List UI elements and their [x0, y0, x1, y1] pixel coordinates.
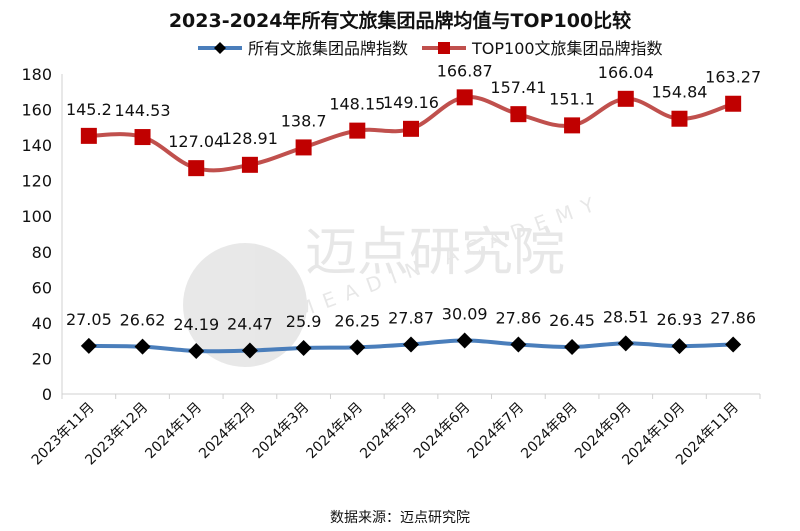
source-note: 数据来源：迈点研究院 [330, 510, 470, 526]
data-label: 128.91 [222, 129, 278, 148]
data-point [510, 336, 527, 353]
data-point [349, 339, 366, 356]
y-tick-label: 120 [21, 172, 52, 191]
data-point [134, 338, 151, 355]
data-label: 166.04 [598, 63, 654, 82]
y-tick-label: 100 [21, 207, 52, 226]
data-point [188, 342, 205, 359]
data-point [671, 110, 688, 127]
data-label: 163.27 [705, 68, 761, 87]
legend-item-1: TOP100文旅集团品牌指数 [422, 39, 663, 58]
y-tick-label: 40 [32, 314, 52, 333]
data-label: 24.19 [173, 315, 219, 334]
data-label: 26.62 [120, 311, 166, 330]
data-point [456, 332, 473, 349]
data-label: 27.86 [710, 308, 756, 327]
data-point [403, 336, 419, 353]
x-tick-label: 2024年3月 [250, 400, 313, 463]
data-point [295, 139, 312, 156]
x-tick-label: 2024年1月 [142, 400, 205, 463]
y-tick-label: 20 [32, 349, 52, 368]
data-point [456, 89, 473, 106]
x-tick-label: 2024年5月 [357, 400, 420, 463]
data-label: 24.47 [227, 314, 273, 333]
x-tick-label: 2024年7月 [465, 400, 528, 463]
legend-marker [214, 42, 226, 54]
watermark-text: 迈点研究院 [305, 223, 565, 283]
data-point [80, 127, 97, 144]
data-label: 157.41 [490, 78, 546, 97]
y-tick-label: 60 [32, 278, 52, 297]
legend-marker [438, 42, 450, 54]
data-label: 30.09 [442, 305, 488, 324]
y-tick-label: 160 [21, 101, 52, 120]
data-point [725, 95, 742, 112]
data-label: 27.87 [388, 308, 434, 327]
y-tick-label: 140 [21, 136, 52, 155]
data-label: 166.87 [437, 61, 493, 80]
data-label: 154.84 [651, 83, 707, 102]
legend-item-0: 所有文旅集团品牌指数 [198, 39, 408, 58]
data-label: 138.7 [281, 111, 327, 130]
data-point [510, 106, 527, 123]
data-point [241, 156, 258, 173]
series-0: 27.05 26.62 24.19 24.47 25.9 26.25 27.87 30.09 2… [66, 305, 756, 359]
data-label: 28.51 [603, 307, 649, 326]
data-label: 27.86 [495, 308, 541, 327]
x-tick-label: 2024年2月 [196, 400, 259, 463]
data-label: 26.25 [334, 311, 380, 330]
data-point [80, 337, 97, 354]
data-point [617, 335, 634, 352]
x-axis: 2023年11月2023年12月2024年1月2024年2月2024年3月202… [29, 393, 761, 468]
legend: 所有文旅集团品牌指数 TOP100文旅集团品牌指数 [198, 39, 663, 58]
data-point [188, 160, 205, 177]
y-tick-label: 180 [21, 65, 52, 84]
y-tick-label: 80 [32, 243, 52, 262]
data-label: 25.9 [286, 312, 322, 331]
data-point [295, 339, 312, 356]
watermark: 迈点研究院 MEADIN ACADEMY [183, 189, 607, 367]
data-point [564, 338, 581, 355]
y-axis: 0 20 40 60 80 100 120 140 160 180 [21, 65, 63, 404]
x-tick-label: 2024年4月 [304, 400, 367, 463]
data-point [617, 90, 634, 107]
data-point [134, 129, 151, 146]
legend-label: 所有文旅集团品牌指数 [248, 39, 408, 58]
data-point [564, 117, 581, 134]
x-tick-label: 2024年8月 [518, 400, 581, 463]
data-label: 26.93 [657, 310, 703, 329]
data-label: 144.53 [115, 101, 171, 120]
series-1: 145.2 144.53 127.04128.91138.7148.15149.16… [66, 61, 761, 177]
data-point [403, 120, 419, 137]
watermark-logo-icon [183, 243, 307, 367]
data-label: 148.15 [329, 95, 385, 114]
data-label: 127.04 [168, 132, 224, 151]
legend-label: TOP100文旅集团品牌指数 [471, 39, 663, 58]
data-point [241, 342, 258, 359]
data-label: 145.2 [66, 100, 112, 119]
series-layer: 27.05 26.62 24.19 24.47 25.9 26.25 27.87 30.09 2… [66, 61, 761, 359]
x-tick-label: 2024年6月 [411, 400, 474, 463]
data-label: 151.1 [549, 89, 595, 108]
data-point [725, 336, 742, 353]
data-point [671, 338, 688, 355]
data-label: 26.45 [549, 311, 595, 330]
y-tick-label: 0 [42, 385, 52, 404]
data-label: 27.05 [66, 310, 112, 329]
data-label: 149.16 [383, 93, 439, 112]
chart-title: 2023-2024年所有文旅集团品牌均值与TOP100比较 [168, 10, 632, 32]
data-point [349, 122, 366, 139]
